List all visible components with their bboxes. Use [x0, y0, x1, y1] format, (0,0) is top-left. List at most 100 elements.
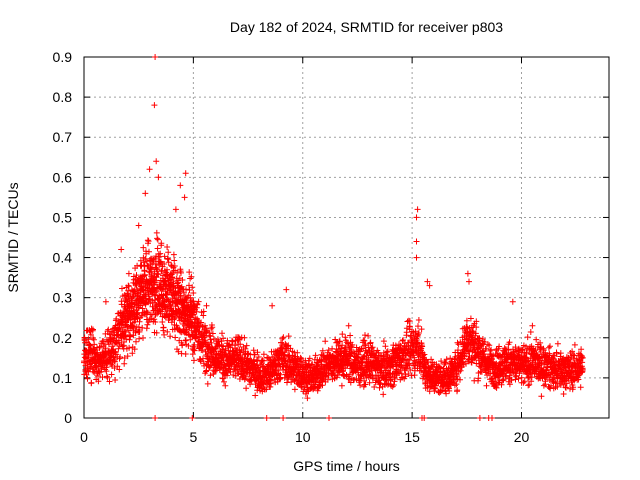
- data-point: [546, 384, 553, 391]
- data-point: [111, 358, 118, 365]
- data-point: [219, 375, 226, 382]
- x-tick-label: 5: [189, 429, 197, 445]
- data-point: [224, 372, 230, 379]
- data-point: [141, 271, 148, 278]
- data-point: [90, 326, 96, 333]
- data-point: [190, 298, 197, 305]
- data-point: [200, 308, 207, 315]
- data-point: [148, 272, 155, 279]
- data-point: [149, 311, 155, 318]
- data-point: [189, 284, 196, 291]
- data-point: [177, 182, 184, 189]
- data-point: [160, 324, 167, 331]
- data-point: [185, 342, 192, 349]
- data-point: [577, 384, 584, 391]
- data-point: [121, 360, 128, 367]
- data-point: [115, 345, 122, 352]
- data-point: [313, 375, 320, 382]
- data-point: [285, 333, 292, 340]
- data-point: [201, 333, 208, 340]
- data-point: [209, 330, 216, 337]
- data-point: [164, 244, 171, 250]
- data-point: [413, 254, 420, 261]
- data-point: [222, 382, 229, 389]
- data-point: [153, 265, 160, 272]
- data-point: [152, 255, 158, 262]
- axis-ticks: 0 0.1 0.2 0.3 0.4 0.5 0.6 0.7 0.8 0.9 0 5 10 15 20: [53, 49, 609, 445]
- data-point: [224, 369, 231, 376]
- data-point: [191, 357, 197, 364]
- data-point: [144, 321, 151, 328]
- data-point: [161, 331, 168, 338]
- data-point: [119, 285, 125, 292]
- data-point: [168, 319, 175, 326]
- data-point: [98, 368, 104, 375]
- data-point: [88, 380, 95, 387]
- data-point: [287, 345, 294, 352]
- data-point: [466, 278, 472, 285]
- data-point: [151, 102, 158, 109]
- data-point: [203, 302, 210, 309]
- data-point: [136, 328, 143, 335]
- data-point: [103, 373, 110, 380]
- data-point: [521, 378, 528, 385]
- data-point: [99, 374, 106, 381]
- data-point: [263, 415, 270, 421]
- data-point: [260, 351, 267, 358]
- data-point: [146, 166, 153, 173]
- data-point: [135, 222, 142, 229]
- data-point: [106, 378, 113, 385]
- data-point: [326, 415, 332, 421]
- data-point: [476, 415, 483, 421]
- data-point: [167, 333, 174, 340]
- data-point: [140, 335, 146, 341]
- y-tick-label: 0.1: [53, 370, 73, 386]
- data-point: [180, 289, 187, 296]
- data-point: [545, 344, 552, 351]
- data-point: [164, 328, 171, 335]
- y-tick-label: 0.2: [53, 330, 73, 346]
- data-point: [143, 325, 150, 332]
- data-point: [104, 374, 111, 381]
- data-point: [152, 319, 159, 325]
- data-point: [108, 328, 115, 335]
- data-point: [107, 331, 113, 338]
- data-point: [171, 315, 178, 322]
- data-point: [125, 270, 132, 277]
- data-point: [116, 366, 123, 373]
- data-point: [87, 342, 94, 349]
- data-point: [218, 342, 225, 349]
- data-point: [345, 322, 352, 329]
- data-point: [322, 338, 329, 345]
- data-point: [189, 351, 196, 358]
- data-point: [146, 248, 152, 255]
- data-point: [152, 54, 159, 60]
- data-point: [126, 344, 133, 351]
- data-point: [415, 317, 422, 323]
- data-point: [164, 266, 170, 273]
- data-point: [129, 294, 136, 301]
- data-point: [306, 355, 313, 362]
- data-point: [178, 269, 184, 276]
- data-point: [85, 336, 92, 343]
- data-point: [229, 338, 236, 345]
- data-point: [215, 338, 222, 345]
- data-point: [144, 237, 151, 244]
- data-point: [489, 415, 495, 421]
- data-point: [172, 206, 179, 213]
- data-point: [294, 349, 301, 356]
- data-point: [207, 372, 214, 379]
- data-point: [131, 346, 138, 353]
- data-point: [127, 291, 134, 297]
- data-point: [454, 339, 461, 346]
- data-point: [237, 341, 244, 348]
- data-point: [158, 240, 165, 247]
- data-point: [196, 328, 203, 335]
- data-point: [338, 382, 345, 389]
- data-point: [312, 352, 319, 359]
- x-axis-label: GPS time / hours: [293, 458, 400, 474]
- y-tick-label: 0.8: [53, 89, 73, 105]
- data-point: [153, 158, 160, 165]
- data-point: [118, 246, 125, 253]
- chart-title: Day 182 of 2024, SRMTID for receiver p80…: [230, 19, 503, 35]
